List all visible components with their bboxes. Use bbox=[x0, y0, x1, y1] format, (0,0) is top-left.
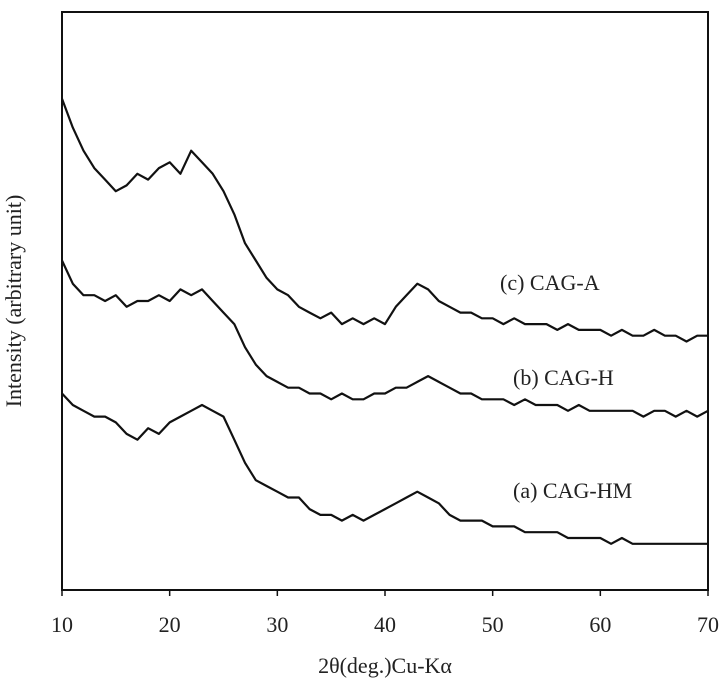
x-tick-label: 20 bbox=[159, 612, 181, 637]
x-tick-label: 70 bbox=[697, 612, 719, 637]
series-line bbox=[61, 392, 708, 545]
x-tick-label: 60 bbox=[589, 612, 611, 637]
x-tick-label: 30 bbox=[266, 612, 288, 637]
series-label: (c) CAG-A bbox=[500, 270, 600, 295]
x-tick-label: 50 bbox=[482, 612, 504, 637]
series-label: (b) CAG-H bbox=[513, 365, 614, 390]
x-tick-label: 40 bbox=[374, 612, 396, 637]
series-line bbox=[60, 98, 708, 343]
y-axis-label: Intensity (arbitrary unit) bbox=[1, 195, 26, 408]
x-axis-label: 2θ(deg.)Cu-Kα bbox=[318, 653, 452, 678]
plot-frame bbox=[61, 11, 709, 591]
series-line bbox=[61, 260, 709, 418]
x-tick-label: 10 bbox=[51, 612, 73, 637]
series-label: (a) CAG-HM bbox=[513, 478, 632, 503]
